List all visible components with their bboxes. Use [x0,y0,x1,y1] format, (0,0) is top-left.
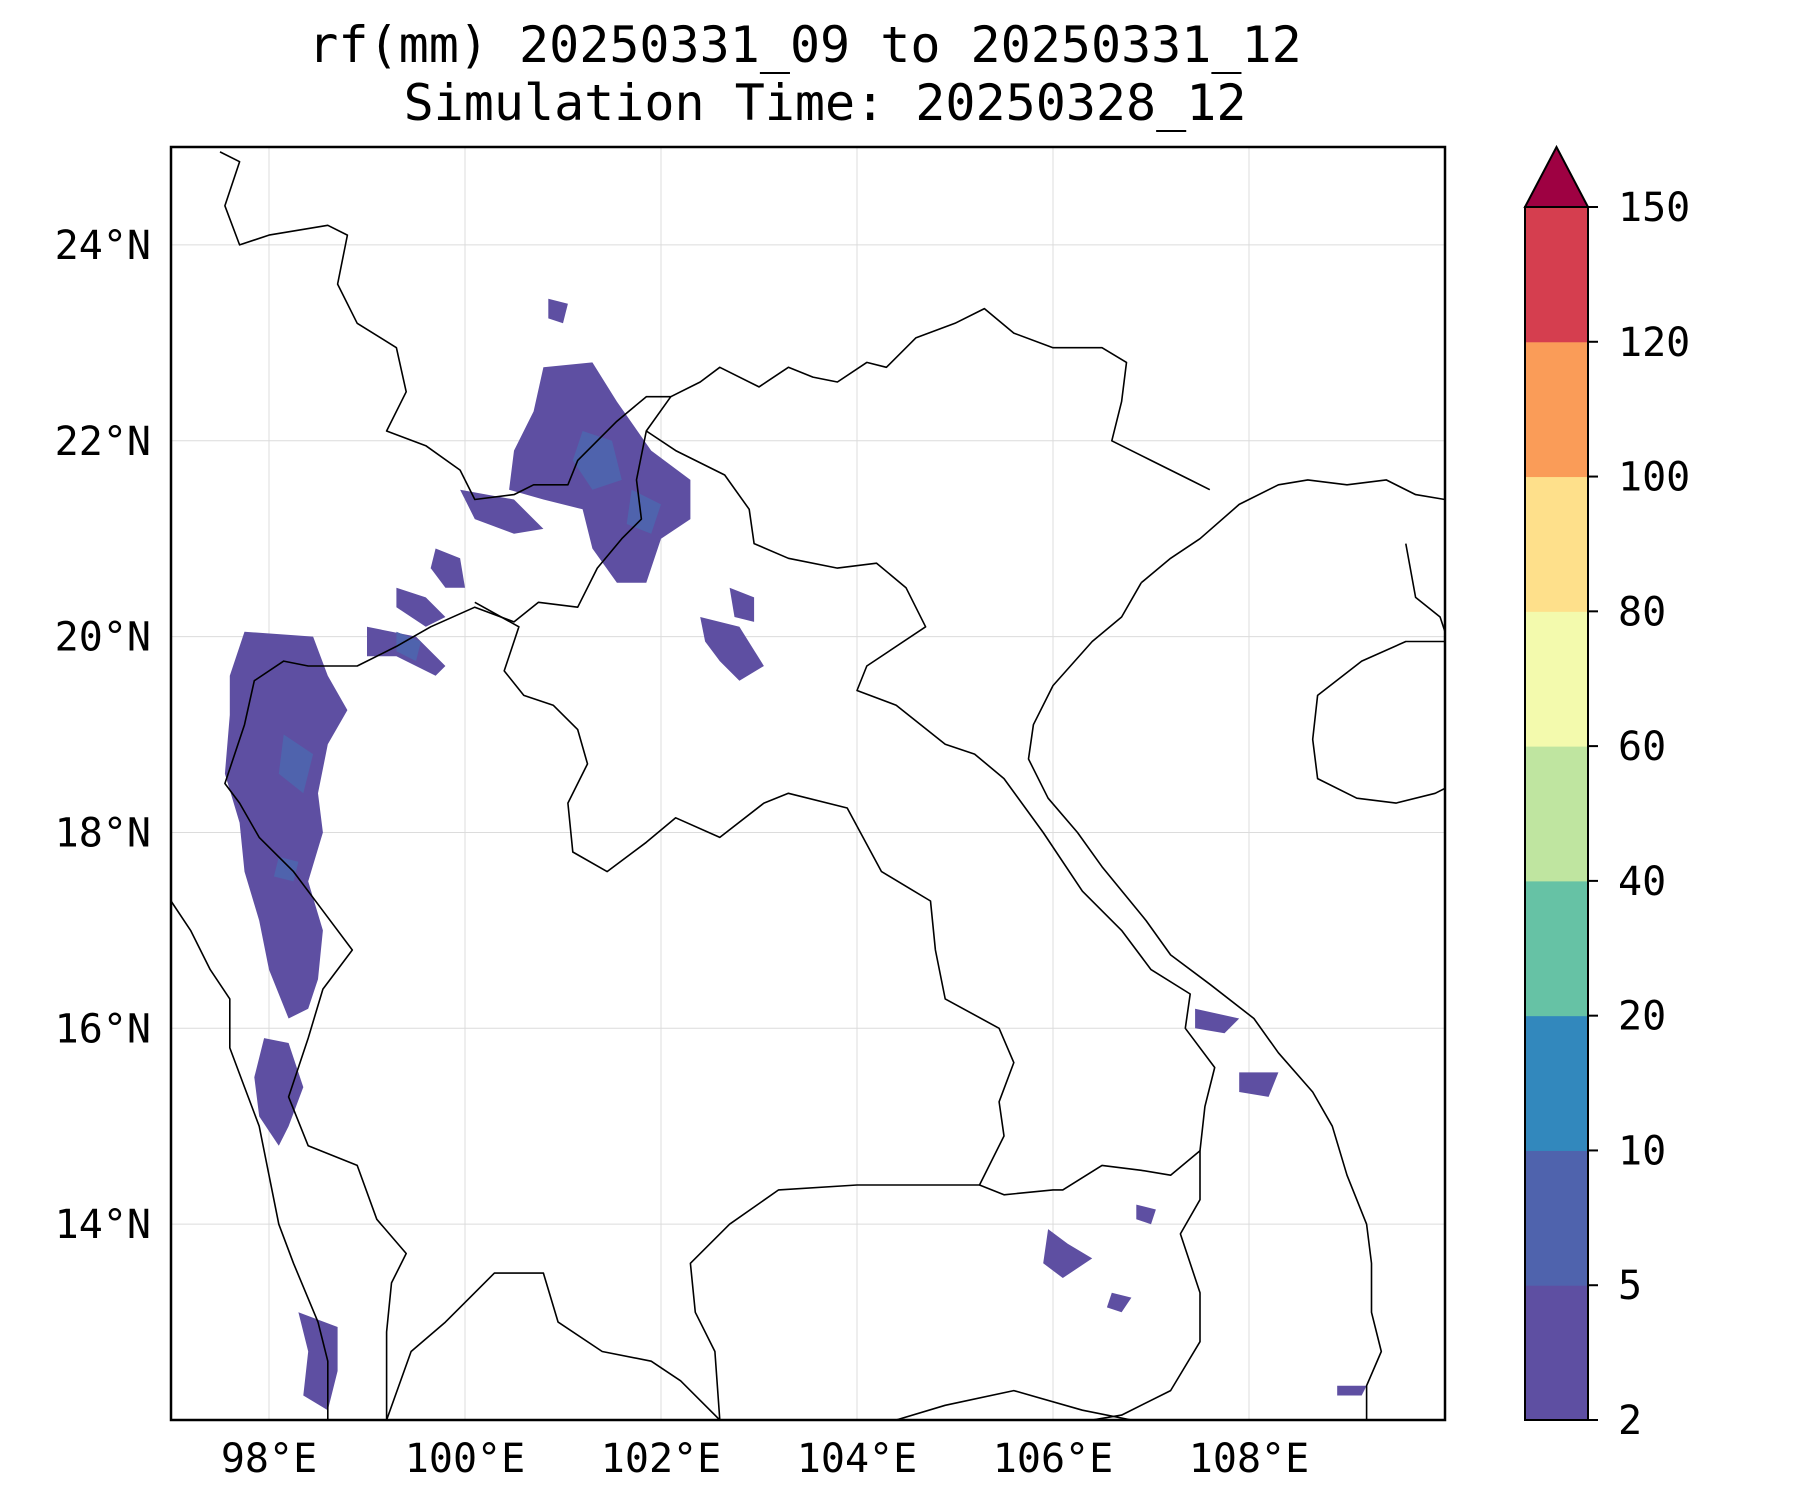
border-segment-0 [219,151,1211,501]
longitude-ticks: 98°E 100°E 102°E 104°E 106°E 108°E [221,1436,1309,1482]
rain-region-central-vietnam-a [1195,1008,1240,1034]
colorbar-extend-arrow [1523,144,1590,208]
coastline-segment-2 [1405,543,1445,632]
rain-region-houaphan-tail [729,587,755,622]
lon-tick-label: 104°E [797,1436,917,1482]
colorbar-segment-1 [1525,1150,1588,1286]
rain-region-ratanakiri-speck [1136,1204,1156,1225]
lon-tick-label: 106°E [993,1436,1113,1482]
coastline-segment-3 [1311,640,1445,804]
colorbar-segment-7 [1525,341,1588,478]
rain-region-shan-core [396,631,421,662]
lat-tick-label: 24°N [55,223,151,269]
colorbar-tick-label: 150 [1618,185,1690,231]
rain-region-phongsali-band [460,489,544,534]
colorbar-tick-label: 40 [1618,859,1666,905]
title-line-2: Simulation Time: 20250328_12 [404,74,1247,132]
lat-tick-label: 22°N [55,419,151,465]
colorbar-segment-8 [1525,207,1588,343]
rain-region-shan-band-c [430,548,465,588]
lat-tick-label: 18°N [55,810,151,856]
colorbar-tick-label: 2 [1618,1398,1642,1444]
rain-region-chin-tak-strip [224,631,348,1019]
border-segment-3 [645,430,1216,1151]
rain-region-south-coast-speck [1337,1385,1367,1396]
lat-tick-label: 16°N [55,1006,151,1052]
colorbar-segment-6 [1525,476,1588,612]
gridlines [171,147,1445,1420]
lat-tick-label: 20°N [55,615,151,661]
border-segment-4 [689,1184,980,1420]
rain-region-shan-band-b [396,587,446,627]
latitude-ticks: 14°N 16°N 18°N 20°N 22°N 24°N [55,223,151,1248]
coastline-segment-1 [1140,479,1445,584]
lat-tick-label: 14°N [55,1202,151,1248]
rain-region-tak-core [273,856,299,882]
rain-region-chin-core [278,734,314,794]
title-line-1: rf(mm) 20250331_09 to 20250331_12 [308,16,1301,74]
colorbar-tick-label: 100 [1618,455,1690,501]
coastline-segment-4 [171,900,329,1420]
lon-tick-label: 98°E [221,1436,317,1482]
rain-region-houaphan-cluster [700,617,764,681]
colorbar-tick-label: 10 [1618,1128,1666,1174]
colorbar-segment-5 [1525,611,1588,747]
colorbar-tick-label: 20 [1618,994,1666,1040]
border-segment-5 [979,1149,1201,1420]
rain-region-cambodia-east [1043,1229,1093,1278]
lon-tick-label: 100°E [405,1436,525,1482]
rain-region-yunnan-core [572,431,622,490]
rain-region-tenasserim-strip [254,1038,304,1146]
colorbar-tick-label: 80 [1618,589,1666,635]
rain-region-central-vietnam-b [1239,1072,1279,1097]
colorbar: 2 5 10 20 40 60 80 100 120 150 [1523,144,1690,1444]
map-frame [169,145,1447,1422]
lon-tick-label: 108°E [1189,1436,1309,1482]
colorbar-segment-2 [1525,1015,1588,1151]
colorbar-segment-0 [1525,1285,1588,1421]
rain-region-yunnan-north-speck [548,298,568,324]
colorbar-segment-3 [1525,880,1588,1017]
coastline-segment-0 [1027,582,1383,1420]
coastline-segment-6 [895,1389,1132,1420]
rain-region-mergui-south [298,1312,338,1411]
colorbar-tick-label: 5 [1618,1263,1642,1309]
coastlines [171,479,1445,1420]
border-segment-1 [224,396,672,1420]
border-segment-2 [474,601,1015,1186]
colorbar-outline [1524,206,1589,1421]
coastline-segment-5 [385,1272,721,1420]
country-borders [219,151,1216,1420]
rainfall-contours [224,298,1367,1411]
rain-region-mondulkiri-speck [1106,1292,1132,1313]
colorbar-tick-label: 60 [1618,724,1666,770]
colorbar-segment-4 [1525,746,1588,882]
lon-tick-label: 102°E [601,1436,721,1482]
colorbar-tick-label: 120 [1618,320,1690,366]
rain-region-laos-core [626,489,661,534]
